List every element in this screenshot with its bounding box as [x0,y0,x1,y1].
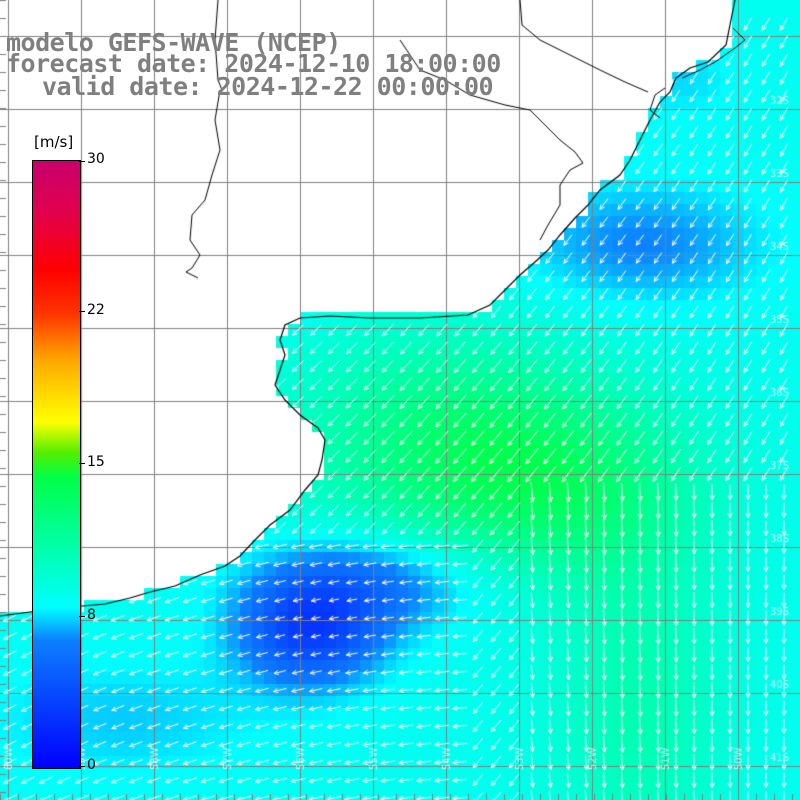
valid-date: valid date: 2024-12-22 00:00:00 [42,72,494,101]
colorbar-tick-label: 8 [87,607,96,623]
colorbar-tickmark [79,311,85,312]
colorbar-tickmark [79,616,85,617]
colorbar-tickmark [79,463,85,464]
colorbar-tick-label: 30 [87,151,105,167]
colorbar-tick-label: 22 [87,302,105,318]
colorbar-tickmark [79,766,85,767]
colorbar-tickmark [79,161,85,162]
colorbar-tick-label: 15 [87,454,105,470]
colorbar-unit: [m/s] [34,133,74,151]
colorbar [32,160,81,769]
forecast-date: forecast date: 2024-12-10 18:00:00 [6,49,501,78]
colorbar-tick-label: 0 [87,757,96,773]
model-title: modelo GEFS-WAVE (NCEP) [6,28,341,57]
